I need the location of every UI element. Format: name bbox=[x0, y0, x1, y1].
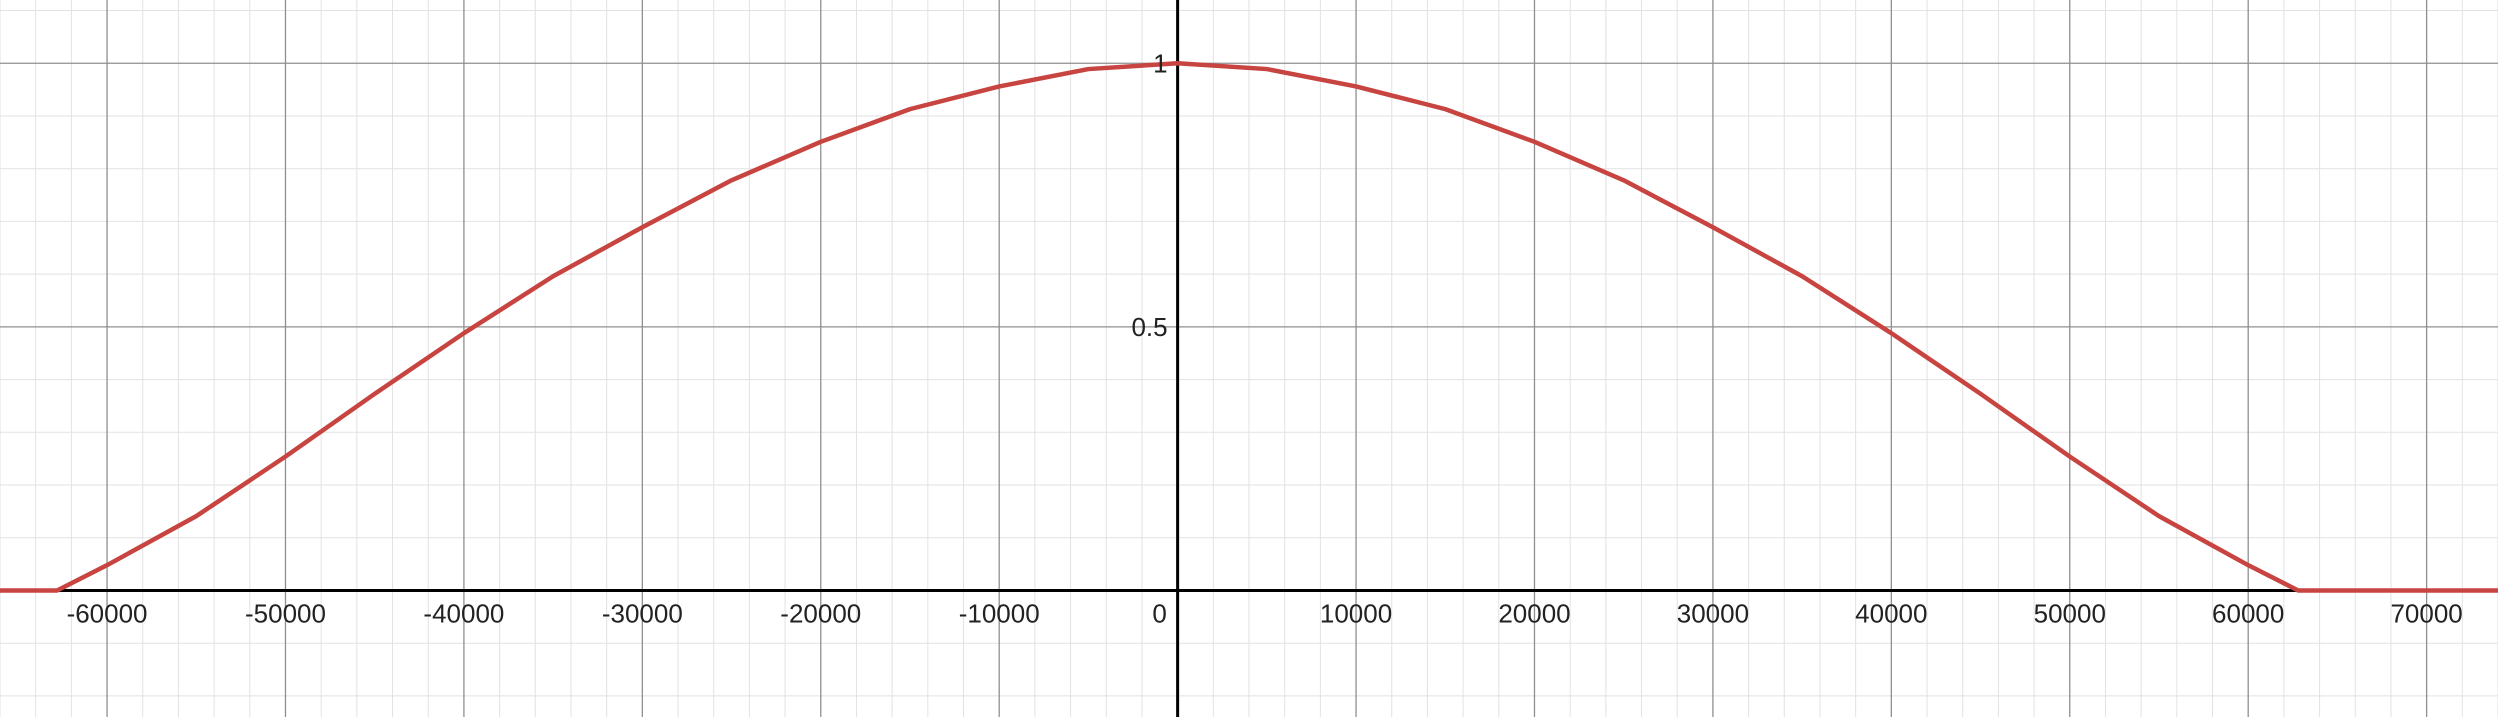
x-tick-label: 60000 bbox=[2212, 598, 2284, 628]
x-tick-label: 20000 bbox=[1498, 598, 1570, 628]
y-tick-label: 0.5 bbox=[1131, 312, 1167, 342]
series-layer bbox=[0, 61, 2498, 593]
x-tick-label: 70000 bbox=[2390, 598, 2462, 628]
series-line-1 bbox=[0, 61, 2498, 593]
x-tick-label: 30000 bbox=[1677, 598, 1749, 628]
x-tick-label: 50000 bbox=[2034, 598, 2106, 628]
x-tick-label: -50000 bbox=[245, 598, 326, 628]
x-tick-label: -20000 bbox=[780, 598, 861, 628]
x-tick-label: 40000 bbox=[1855, 598, 1927, 628]
x-tick-label: -40000 bbox=[423, 598, 504, 628]
x-tick-label: 0 bbox=[1152, 598, 1166, 628]
x-tick-label: -10000 bbox=[959, 598, 1040, 628]
y-tick-label: 1 bbox=[1153, 48, 1167, 78]
x-tick-label: -60000 bbox=[67, 598, 148, 628]
x-tick-label: -30000 bbox=[602, 598, 683, 628]
x-tick-label: 10000 bbox=[1320, 598, 1392, 628]
tick-labels: -60000 -50000 -40000 -30000 -20000 -10000 0 100… bbox=[67, 48, 2463, 628]
